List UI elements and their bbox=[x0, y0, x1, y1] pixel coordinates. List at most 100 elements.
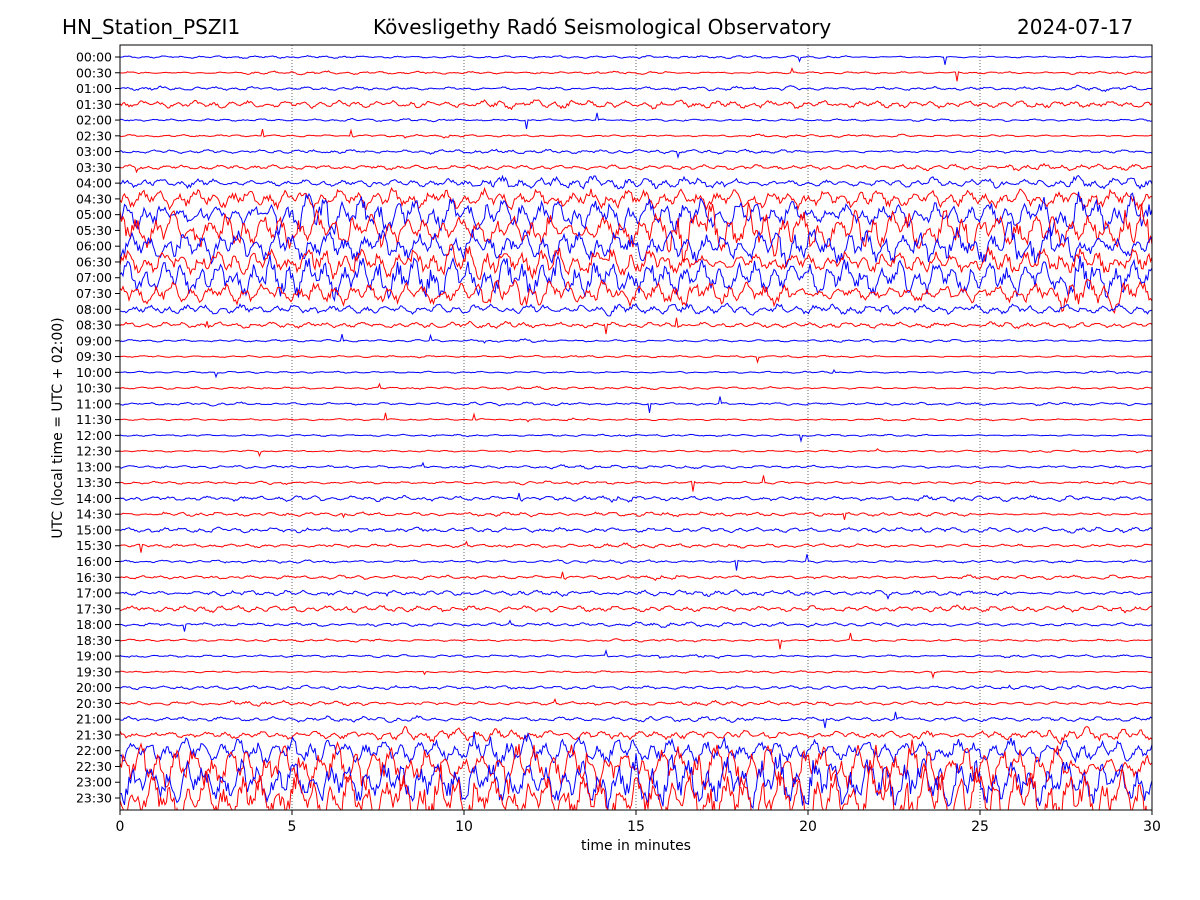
y-tick-label: 21:00 bbox=[76, 712, 112, 727]
trace-1600 bbox=[120, 554, 1152, 571]
y-tick-label: 23:00 bbox=[76, 775, 112, 790]
trace-0700 bbox=[120, 254, 1152, 303]
y-tick-label: 13:30 bbox=[76, 475, 112, 490]
y-tick-label: 04:30 bbox=[76, 191, 112, 206]
trace-2100 bbox=[120, 711, 1152, 729]
y-tick-label: 03:00 bbox=[76, 144, 112, 159]
x-tick-label: 10 bbox=[455, 819, 473, 835]
y-tick-label: 11:00 bbox=[76, 396, 112, 411]
y-tick-label: 00:30 bbox=[76, 65, 112, 80]
traces bbox=[120, 55, 1152, 810]
y-tick-label: 22:00 bbox=[76, 743, 112, 758]
trace-0630 bbox=[120, 243, 1152, 281]
y-tick-label: 01:30 bbox=[76, 97, 112, 112]
y-tick-label: 01:00 bbox=[76, 81, 112, 96]
trace-1900 bbox=[120, 648, 1152, 660]
y-axis-label: UTC (local time = UTC + 02:00) bbox=[50, 317, 66, 538]
y-tick-label: 15:30 bbox=[76, 538, 112, 553]
trace-0730 bbox=[120, 278, 1152, 314]
trace-0230 bbox=[120, 128, 1152, 139]
trace-0130 bbox=[120, 99, 1152, 111]
trace-0330 bbox=[120, 162, 1152, 174]
trace-1500 bbox=[120, 526, 1152, 534]
y-tick-label: 00:00 bbox=[76, 50, 112, 65]
y-tick-label: 07:00 bbox=[76, 270, 112, 285]
y-tick-label: 23:30 bbox=[76, 791, 112, 806]
trace-0930 bbox=[120, 354, 1152, 364]
chart-title: Kövesligethy Radó Seismological Observat… bbox=[373, 15, 832, 39]
trace-1530 bbox=[120, 540, 1152, 553]
trace-0000 bbox=[120, 55, 1152, 65]
y-tick-label: 03:30 bbox=[76, 160, 112, 175]
y-tick-label: 15:00 bbox=[76, 522, 112, 537]
y-tick-label: 16:00 bbox=[76, 554, 112, 569]
trace-1730 bbox=[120, 604, 1152, 614]
y-tick-label: 12:30 bbox=[76, 444, 112, 459]
y-tick-label: 13:00 bbox=[76, 459, 112, 474]
y-tick-label: 16:30 bbox=[76, 570, 112, 585]
trace-1000 bbox=[120, 368, 1152, 379]
y-tick-label: 14:00 bbox=[76, 491, 112, 506]
trace-2330 bbox=[120, 764, 1147, 810]
y-tick-label: 18:30 bbox=[76, 633, 112, 648]
trace-1100 bbox=[120, 396, 1152, 413]
trace-1630 bbox=[120, 571, 1152, 582]
trace-2300 bbox=[120, 753, 1152, 810]
trace-1700 bbox=[120, 589, 1152, 601]
y-tick-label: 04:00 bbox=[76, 176, 112, 191]
trace-0830 bbox=[120, 317, 1152, 335]
x-tick-label: 5 bbox=[288, 819, 297, 835]
y-tick-label: 10:00 bbox=[76, 365, 112, 380]
y-tick-label: 09:00 bbox=[76, 333, 112, 348]
trace-0030 bbox=[120, 67, 1152, 82]
trace-1430 bbox=[120, 511, 1152, 520]
trace-2000 bbox=[120, 684, 1152, 691]
trace-0600 bbox=[120, 220, 1152, 268]
trace-2200 bbox=[120, 731, 1152, 767]
y-tick-label: 02:00 bbox=[76, 113, 112, 128]
y-tick-label: 21:30 bbox=[76, 727, 112, 742]
y-tick-label: 17:30 bbox=[76, 601, 112, 616]
trace-0200 bbox=[120, 112, 1152, 130]
x-tick-label: 15 bbox=[627, 819, 645, 835]
y-tick-label: 08:30 bbox=[76, 318, 112, 333]
x-axis-label: time in minutes bbox=[581, 838, 691, 854]
x-axis: 0 5 10 15 20 25 30 bbox=[116, 810, 1161, 835]
trace-1230 bbox=[120, 448, 1152, 458]
trace-0500 bbox=[120, 191, 1152, 237]
y-tick-label: 09:30 bbox=[76, 349, 112, 364]
y-tick-label: 05:30 bbox=[76, 223, 112, 238]
x-tick-label: 0 bbox=[116, 819, 125, 835]
y-tick-label: 06:00 bbox=[76, 239, 112, 254]
y-tick-label: 10:30 bbox=[76, 381, 112, 396]
trace-1800 bbox=[120, 619, 1152, 632]
trace-0800 bbox=[120, 302, 1152, 317]
x-tick-label: 25 bbox=[971, 819, 989, 835]
y-tick-label: 06:30 bbox=[76, 254, 112, 269]
trace-1200 bbox=[120, 433, 1152, 443]
x-tick-label: 20 bbox=[799, 819, 817, 835]
y-tick-label: 20:00 bbox=[76, 680, 112, 695]
grid-lines bbox=[291, 45, 981, 810]
y-tick-label: 11:30 bbox=[76, 412, 112, 427]
y-tick-label: 17:00 bbox=[76, 586, 112, 601]
y-tick-label: 05:00 bbox=[76, 207, 112, 222]
y-tick-label: 12:00 bbox=[76, 428, 112, 443]
y-tick-label: 14:30 bbox=[76, 507, 112, 522]
trace-1400 bbox=[120, 492, 1152, 503]
y-tick-label: 20:30 bbox=[76, 696, 112, 711]
trace-1130 bbox=[120, 412, 1152, 423]
trace-0300 bbox=[120, 148, 1152, 160]
y-tick-label: 22:30 bbox=[76, 759, 112, 774]
y-tick-label: 18:00 bbox=[76, 617, 112, 632]
y-axis: 00:0000:3001:0001:3002:0002:3003:0003:30… bbox=[76, 50, 120, 806]
y-tick-label: 08:00 bbox=[76, 302, 112, 317]
y-tick-label: 19:00 bbox=[76, 649, 112, 664]
trace-0530 bbox=[120, 202, 1152, 263]
y-tick-label: 07:30 bbox=[76, 286, 112, 301]
trace-2030 bbox=[120, 697, 1152, 707]
trace-1930 bbox=[120, 670, 1152, 680]
station-title: HN_Station_PSZI1 bbox=[62, 15, 241, 39]
trace-0100 bbox=[120, 84, 1152, 93]
